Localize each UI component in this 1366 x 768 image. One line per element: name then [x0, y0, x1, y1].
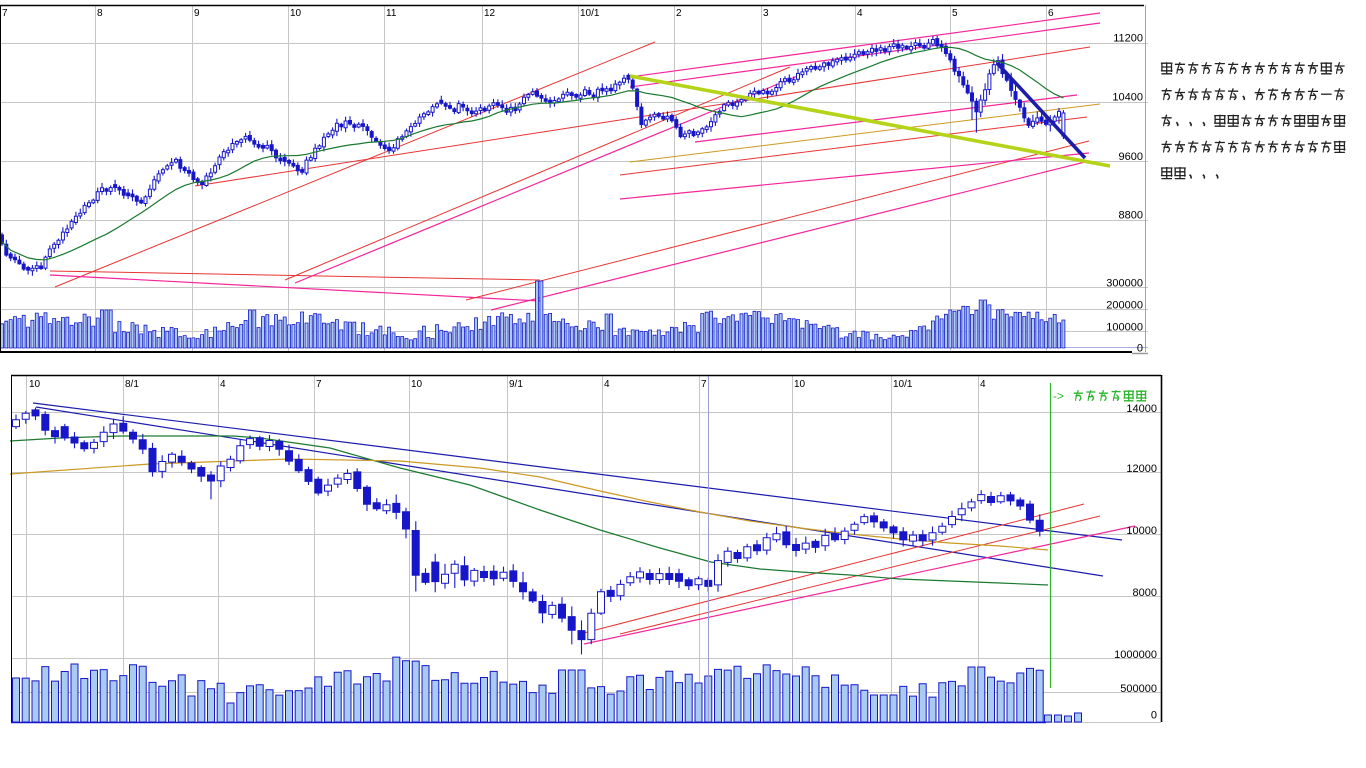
svg-text:9: 9 [194, 8, 200, 19]
svg-text:10000: 10000 [1126, 525, 1157, 537]
svg-text:10: 10 [290, 8, 302, 19]
svg-text:0: 0 [1137, 343, 1143, 355]
svg-text:500000: 500000 [1120, 683, 1157, 695]
svg-text:10/1: 10/1 [893, 379, 913, 390]
svg-text:1000000: 1000000 [1114, 649, 1157, 661]
svg-text:7: 7 [316, 379, 322, 390]
svg-text:9/1: 9/1 [509, 379, 523, 390]
svg-text:->: -> [1053, 389, 1064, 403]
svg-text:10/1: 10/1 [580, 8, 600, 19]
svg-text:14000: 14000 [1126, 403, 1157, 415]
svg-text:12: 12 [484, 8, 496, 19]
svg-text:8: 8 [97, 8, 103, 19]
svg-text:4: 4 [220, 379, 226, 390]
svg-text:6: 6 [1048, 8, 1054, 19]
svg-text:12000: 12000 [1126, 463, 1157, 475]
svg-text:7: 7 [701, 379, 707, 390]
svg-text:8000: 8000 [1133, 587, 1157, 599]
svg-text:10: 10 [411, 379, 423, 390]
svg-text:4: 4 [980, 379, 986, 390]
svg-text:8800: 8800 [1119, 210, 1143, 222]
svg-text:2: 2 [676, 8, 682, 19]
svg-text:4: 4 [604, 379, 610, 390]
svg-text:100000: 100000 [1106, 322, 1143, 334]
svg-text:10400: 10400 [1112, 92, 1143, 104]
svg-text:9600: 9600 [1119, 151, 1143, 163]
svg-text:3: 3 [763, 8, 769, 19]
svg-text:200000: 200000 [1106, 300, 1143, 312]
svg-text:10: 10 [794, 379, 806, 390]
svg-text:5: 5 [952, 8, 958, 19]
svg-text:0: 0 [1151, 710, 1157, 722]
svg-text:4: 4 [857, 8, 863, 19]
svg-text:300000: 300000 [1106, 278, 1143, 290]
svg-text:10: 10 [29, 379, 41, 390]
svg-text:8/1: 8/1 [125, 379, 139, 390]
svg-text:11: 11 [386, 8, 397, 19]
svg-text:7: 7 [2, 8, 8, 19]
svg-text:11200: 11200 [1113, 33, 1143, 45]
